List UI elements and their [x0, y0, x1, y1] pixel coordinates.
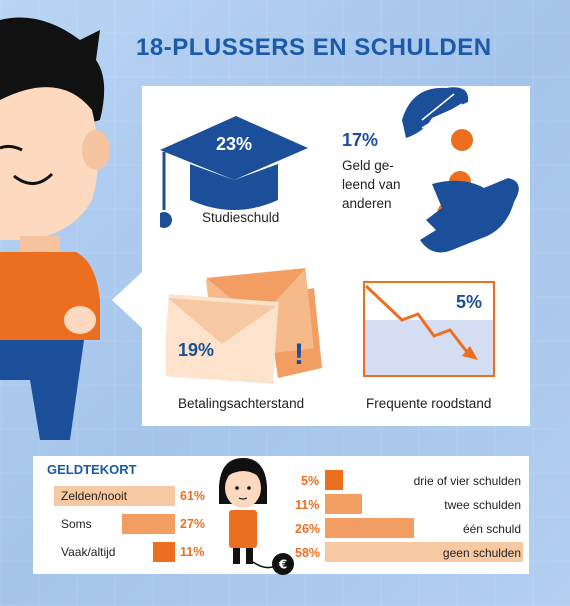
- schulden-bar-drie: [325, 470, 343, 490]
- schulden-label-drie: drie of vier schulden: [413, 474, 521, 488]
- geldtekort-title: GELDTEKORT: [47, 462, 137, 477]
- geleend-percent: 17%: [342, 130, 379, 150]
- svg-text:!: !: [294, 338, 304, 371]
- geldtekort-bar-soms: [122, 514, 175, 534]
- speech-pointer: [112, 270, 144, 330]
- cartoon-girl-illustration: [219, 458, 280, 569]
- schulden-percent-twee: 11%: [295, 498, 320, 512]
- schulden-label-geen: geen schulden: [442, 546, 521, 560]
- envelopes-icon: !: [166, 268, 322, 384]
- bottom-panel: GELDTEKORT Zelden/nooit 61% Soms 27% Vaa…: [33, 456, 529, 575]
- geldtekort-percent-vaak: 11%: [180, 545, 205, 559]
- geldtekort-bar-vaak: [153, 542, 175, 562]
- schulden-label-een: één schuld: [462, 522, 521, 536]
- betaling-percent: 19%: [178, 340, 215, 360]
- graduation-cap-icon: [160, 116, 308, 228]
- roodstand-label: Frequente roodstand: [366, 396, 492, 411]
- schulden-bar-een: [325, 518, 414, 538]
- schulden-bar-geen: [325, 542, 523, 562]
- page-title: 18-PLUSSERS EN SCHULDEN: [136, 34, 492, 61]
- schulden-percent-geen: 58%: [295, 546, 321, 560]
- schulden-percent-drie: 5%: [301, 474, 320, 488]
- betaling-label: Betalingsachterstand: [178, 396, 305, 411]
- schulden-bar-twee: [325, 494, 362, 514]
- euro-icon: €: [272, 553, 294, 575]
- geldtekort-percent-soms: 27%: [180, 517, 206, 531]
- roodstand-percent: 5%: [456, 292, 483, 312]
- schulden-percent-een: 26%: [295, 522, 321, 536]
- schulden-label-twee: twee schulden: [444, 498, 521, 512]
- hands-coins-icon: [402, 87, 519, 253]
- geldtekort-label-zelden: Zelden/nooit: [61, 489, 128, 503]
- cartoon-man-illustration: [0, 17, 110, 440]
- declining-chart-icon: [363, 281, 495, 377]
- geldtekort-label-soms: Soms: [61, 517, 92, 531]
- geldtekort-bar-zelden: [54, 486, 175, 506]
- geldtekort-label-vaak: Vaak/altijd: [61, 545, 116, 559]
- geleend-label: Geld ge- leend van anderen: [342, 158, 401, 211]
- geldtekort-percent-zelden: 61%: [180, 489, 206, 503]
- studieschuld-percent: 23%: [216, 134, 253, 154]
- svg-text:€: €: [278, 558, 287, 572]
- studieschuld-label: Studieschuld: [202, 210, 280, 225]
